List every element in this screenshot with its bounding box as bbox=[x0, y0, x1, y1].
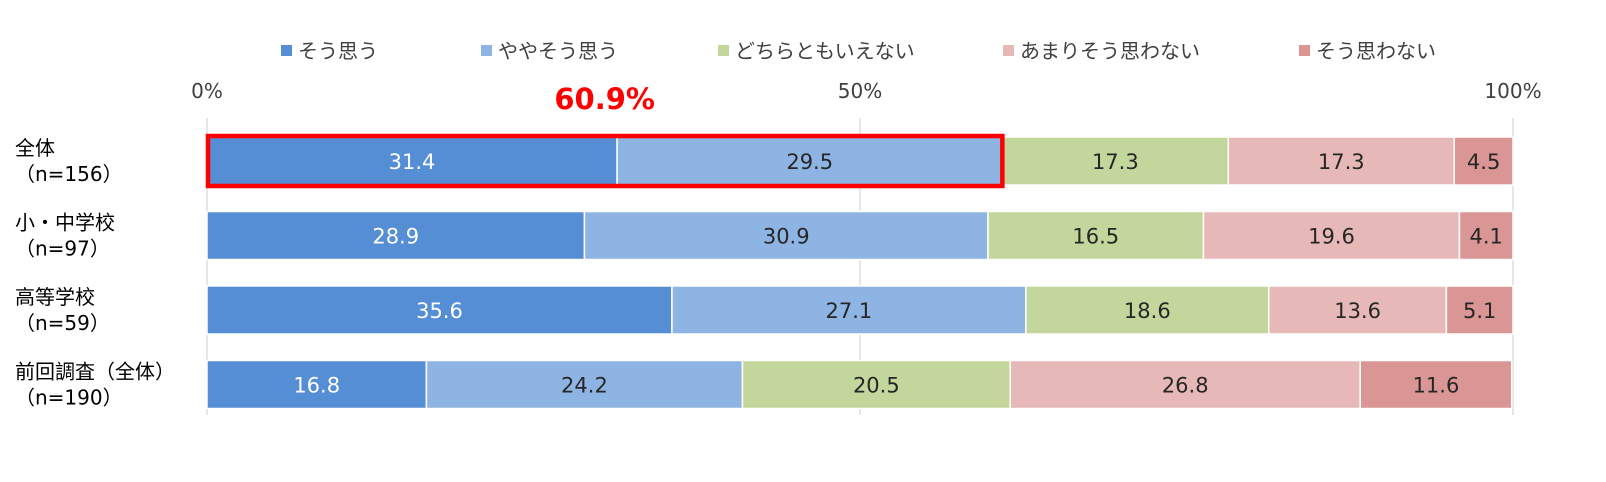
bar-segment bbox=[1268, 285, 1448, 335]
data-label: 18.6 bbox=[1124, 299, 1171, 323]
bar-segment bbox=[206, 359, 428, 410]
category-sample-size: （n=59） bbox=[15, 311, 110, 335]
legend-swatch bbox=[281, 45, 292, 56]
data-label: 13.6 bbox=[1334, 299, 1381, 323]
x-tick-label: 0% bbox=[191, 79, 223, 103]
category-label: 全体 bbox=[15, 136, 55, 160]
x-tick-label: 50% bbox=[838, 79, 882, 103]
legend-label: そう思わない bbox=[1316, 39, 1436, 63]
annotation-label: 60.9% bbox=[554, 82, 655, 116]
data-label: 4.1 bbox=[1470, 225, 1503, 249]
category-label: 前回調査（全体） bbox=[15, 360, 175, 384]
category-sample-size: （n=190） bbox=[15, 386, 123, 410]
axis-layer: 0% 50% 100% 全体（n=156） 小・中学校（n=97） 高等学校（n=59） 前… bbox=[15, 79, 1542, 410]
data-label: 28.9 bbox=[372, 225, 419, 249]
data-label: 31.4 bbox=[389, 150, 436, 174]
bar-segment bbox=[1001, 136, 1230, 186]
bar-segment bbox=[206, 210, 586, 261]
bar-segment bbox=[1458, 210, 1514, 261]
data-label: 29.5 bbox=[786, 150, 833, 174]
bar-segment bbox=[1359, 359, 1513, 410]
legend-swatch bbox=[718, 45, 729, 56]
bar-segment bbox=[206, 136, 618, 186]
legend-label: あまりそう思わない bbox=[1020, 39, 1200, 63]
bar-segment bbox=[987, 210, 1205, 261]
legend-label: そう思う bbox=[298, 39, 378, 63]
legend: そう思う ややそう思う どちらともいえない あまりそう思わない そう思わない bbox=[281, 39, 1436, 63]
legend-label: ややそう思う bbox=[498, 39, 618, 63]
bar-segment bbox=[671, 285, 1027, 335]
highlight-box bbox=[205, 133, 1005, 189]
data-label: 16.8 bbox=[293, 374, 340, 398]
bar-segment bbox=[741, 359, 1011, 410]
bar-segment bbox=[1025, 285, 1270, 335]
data-label: 19.6 bbox=[1308, 225, 1355, 249]
data-label: 30.9 bbox=[763, 225, 810, 249]
bars-layer bbox=[206, 136, 1514, 410]
annotation-layer: 60.9% bbox=[205, 82, 1005, 189]
data-label: 17.3 bbox=[1092, 150, 1139, 174]
data-label: 17.3 bbox=[1318, 150, 1365, 174]
x-tick-label: 100% bbox=[1484, 79, 1541, 103]
data-label: 4.5 bbox=[1467, 150, 1500, 174]
data-label: 11.6 bbox=[1413, 374, 1460, 398]
data-label: 35.6 bbox=[416, 299, 463, 323]
data-label: 20.5 bbox=[853, 374, 900, 398]
bar-segment bbox=[1202, 210, 1461, 261]
bar-segment bbox=[1445, 285, 1514, 335]
data-label: 24.2 bbox=[561, 374, 608, 398]
bar-segment bbox=[206, 285, 673, 335]
category-sample-size: （n=156） bbox=[15, 162, 123, 186]
legend-swatch bbox=[1299, 45, 1310, 56]
bar-segment bbox=[1453, 136, 1514, 186]
data-label: 26.8 bbox=[1162, 374, 1209, 398]
category-sample-size: （n=97） bbox=[15, 237, 110, 261]
legend-label: どちらともいえない bbox=[735, 39, 915, 63]
data-labels-layer: 31.4 29.5 17.3 17.3 4.5 28.9 30.9 16.5 19.6 4.1 35… bbox=[293, 150, 1503, 398]
bar-segment bbox=[1227, 136, 1455, 186]
data-label: 5.1 bbox=[1463, 299, 1496, 323]
category-label: 小・中学校 bbox=[15, 211, 115, 235]
category-label: 高等学校 bbox=[15, 285, 95, 309]
legend-swatch bbox=[481, 45, 492, 56]
legend-swatch bbox=[1003, 45, 1014, 56]
data-label: 27.1 bbox=[826, 299, 873, 323]
bar-segment bbox=[425, 359, 744, 410]
bar-segment bbox=[1009, 359, 1361, 410]
data-label: 16.5 bbox=[1072, 225, 1119, 249]
